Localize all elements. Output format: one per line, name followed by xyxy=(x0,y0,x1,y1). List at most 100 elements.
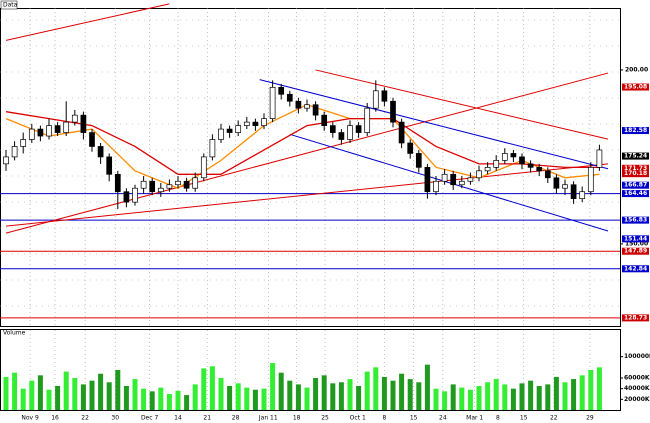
volume-bar xyxy=(270,363,276,410)
volume-bar xyxy=(12,372,18,410)
volume-bar xyxy=(235,383,241,410)
candle-body xyxy=(175,180,181,186)
volume-bar xyxy=(304,387,310,410)
volume-bar xyxy=(192,384,198,410)
moving-average xyxy=(5,111,600,175)
volume-bar xyxy=(553,376,559,410)
volume-bar xyxy=(20,388,26,410)
volume-bar xyxy=(278,372,284,410)
trendline xyxy=(5,3,170,41)
volume-bar xyxy=(132,379,138,410)
candle-body xyxy=(114,173,121,193)
candle-body xyxy=(372,90,379,109)
volume-bar xyxy=(364,371,370,410)
candle-body xyxy=(424,166,431,193)
volume-bar xyxy=(37,375,43,410)
volume-bar xyxy=(115,370,121,410)
price-label-box xyxy=(622,216,649,224)
volume-title: Volume xyxy=(3,330,26,337)
price-label-box xyxy=(622,170,649,178)
candle-body xyxy=(304,104,310,109)
volume-bar xyxy=(166,394,172,410)
candle-body xyxy=(587,166,594,193)
candle-body xyxy=(140,180,147,189)
candle-body xyxy=(252,121,259,126)
volume-bar xyxy=(519,383,525,410)
candle-body xyxy=(562,184,568,189)
volume-bar xyxy=(175,390,181,410)
x-tick-label: 21 xyxy=(203,415,211,422)
price-label-box xyxy=(622,164,649,172)
price-label-box xyxy=(622,265,649,273)
candle-body xyxy=(329,125,336,133)
volume-bar xyxy=(141,388,147,410)
candle-body xyxy=(441,173,448,182)
v-tick-label: 40000K xyxy=(624,385,650,392)
volume-bar xyxy=(227,386,233,410)
candle-body xyxy=(544,170,551,179)
candle-body xyxy=(46,125,52,137)
price-label: 166.87 xyxy=(624,182,647,189)
price-label: 147.89 xyxy=(624,248,647,255)
volume-bar xyxy=(442,391,448,410)
volume-bar xyxy=(562,382,568,410)
volume-bar xyxy=(244,387,250,410)
volume-panel xyxy=(0,329,621,411)
x-tick-label: Dec 7 xyxy=(141,415,159,422)
trendline xyxy=(259,79,609,170)
x-tick-label: Jan 11 xyxy=(258,415,278,422)
volume-bar xyxy=(98,373,104,410)
candle-body xyxy=(209,139,216,158)
volume-bar xyxy=(459,387,465,410)
volume-bar xyxy=(571,379,577,410)
price-label-box xyxy=(622,152,649,160)
trendline xyxy=(289,133,609,232)
volume-bar xyxy=(596,367,602,410)
volume-bar xyxy=(545,384,551,410)
volume-bar xyxy=(485,382,491,410)
x-tick-label: 22 xyxy=(81,415,89,422)
candle-body xyxy=(278,86,285,95)
candle-body xyxy=(398,121,405,144)
volume-bar xyxy=(80,384,86,410)
volume-bar xyxy=(347,379,353,410)
price-label-box xyxy=(622,127,649,135)
volume-bar xyxy=(72,378,78,410)
x-tick-label: 8 xyxy=(382,415,386,422)
volume-bar xyxy=(476,386,482,410)
volume-bar xyxy=(158,387,164,410)
x-tick-label: 22 xyxy=(550,415,558,422)
volume-bar xyxy=(416,382,422,410)
x-tick-label: Nov 9 xyxy=(21,415,39,422)
volume-bar xyxy=(123,386,129,410)
price-label: 195.08 xyxy=(624,84,647,91)
candle-body xyxy=(157,187,164,193)
price-label: 128.73 xyxy=(624,314,647,321)
y-tick-label: 150.00 xyxy=(625,240,648,247)
x-tick-label: 16 xyxy=(51,415,59,422)
candle-body xyxy=(519,156,525,165)
volume-bar xyxy=(381,376,387,410)
volume-bar xyxy=(510,388,516,410)
x-tick-label: Oct 1 xyxy=(350,415,366,422)
volume-bar xyxy=(588,370,594,410)
volume-bar xyxy=(261,388,267,410)
volume-bar xyxy=(450,384,456,410)
candle-body xyxy=(381,90,388,102)
candle-body xyxy=(347,125,353,140)
v-tick-label: 20000K xyxy=(624,396,650,403)
candle-body xyxy=(458,180,465,186)
candle-body xyxy=(218,128,224,140)
x-tick-label: 29 xyxy=(586,415,594,422)
volume-bar xyxy=(321,375,327,410)
candle-body xyxy=(269,86,276,119)
candle-body xyxy=(37,128,44,137)
price-label-box xyxy=(622,247,649,255)
candle-body xyxy=(132,187,138,203)
price-label: 142.84 xyxy=(624,265,647,272)
volume-bar xyxy=(399,373,405,410)
volume-bar xyxy=(184,395,190,410)
candle-body xyxy=(501,153,508,161)
